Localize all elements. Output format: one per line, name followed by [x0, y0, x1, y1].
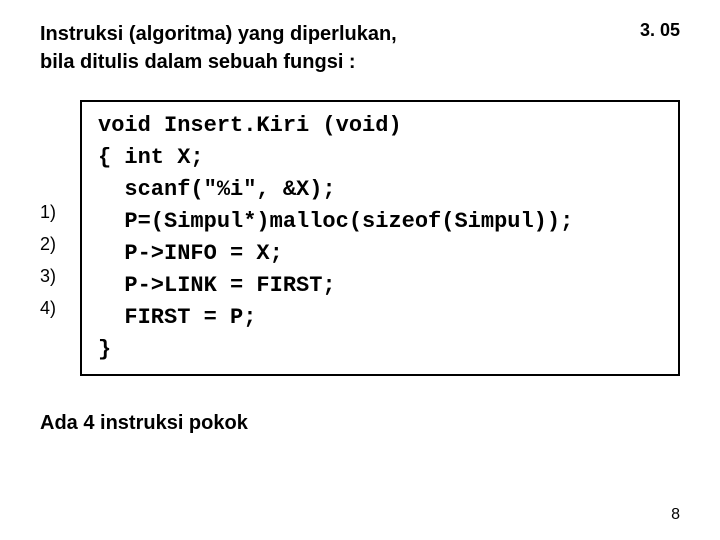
code-line-6: P->LINK = FIRST; [98, 273, 336, 298]
line-numbers: 1) 2) 3) 4) [40, 100, 68, 324]
code-box: void Insert.Kiri (void) { int X; scanf("… [80, 100, 680, 376]
line-number-4: 4) [40, 292, 68, 324]
title-line-1: Instruksi (algoritma) yang diperlukan, [40, 23, 397, 45]
code-line-1: void Insert.Kiri (void) [98, 113, 402, 138]
header-row: Instruksi (algoritma) yang diperlukan, b… [40, 20, 680, 76]
code-line-7: FIRST = P; [98, 305, 256, 330]
code-line-2: { int X; [98, 145, 204, 170]
page-code: 3. 05 [640, 20, 680, 41]
code-line-3: scanf("%i", &X); [98, 177, 336, 202]
page-title: Instruksi (algoritma) yang diperlukan, b… [40, 20, 397, 76]
content-row: 1) 2) 3) 4) void Insert.Kiri (void) { in… [40, 100, 680, 376]
line-number-2: 2) [40, 228, 68, 260]
footer-text: Ada 4 instruksi pokok [40, 412, 680, 435]
line-number-3: 3) [40, 260, 68, 292]
code-line-5: P->INFO = X; [98, 241, 283, 266]
line-number-1: 1) [40, 196, 68, 228]
title-line-2: bila ditulis dalam sebuah fungsi : [40, 51, 356, 73]
code-line-4: P=(Simpul*)malloc(sizeof(Simpul)); [98, 209, 573, 234]
code-line-8: } [98, 337, 111, 362]
page-number: 8 [671, 506, 680, 524]
